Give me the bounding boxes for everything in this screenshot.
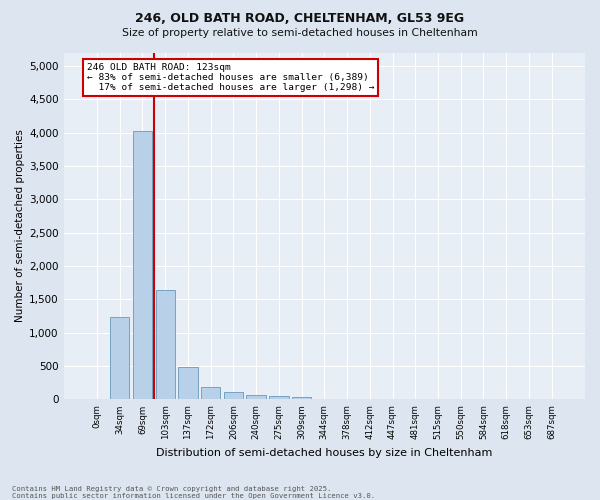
- X-axis label: Distribution of semi-detached houses by size in Cheltenham: Distribution of semi-detached houses by …: [156, 448, 493, 458]
- Bar: [201, 387, 220, 400]
- Text: Contains public sector information licensed under the Open Government Licence v3: Contains public sector information licen…: [12, 493, 375, 499]
- Bar: [133, 130, 152, 400]
- Bar: [247, 396, 266, 400]
- Bar: [110, 318, 130, 400]
- Bar: [178, 368, 197, 400]
- Text: 246, OLD BATH ROAD, CHELTENHAM, GL53 9EG: 246, OLD BATH ROAD, CHELTENHAM, GL53 9EG: [136, 12, 464, 26]
- Bar: [269, 396, 289, 400]
- Text: Size of property relative to semi-detached houses in Cheltenham: Size of property relative to semi-detach…: [122, 28, 478, 38]
- Bar: [155, 290, 175, 400]
- Text: Contains HM Land Registry data © Crown copyright and database right 2025.: Contains HM Land Registry data © Crown c…: [12, 486, 331, 492]
- Text: 246 OLD BATH ROAD: 123sqm
← 83% of semi-detached houses are smaller (6,389)
  17: 246 OLD BATH ROAD: 123sqm ← 83% of semi-…: [87, 62, 374, 92]
- Bar: [224, 392, 243, 400]
- Y-axis label: Number of semi-detached properties: Number of semi-detached properties: [15, 130, 25, 322]
- Bar: [292, 398, 311, 400]
